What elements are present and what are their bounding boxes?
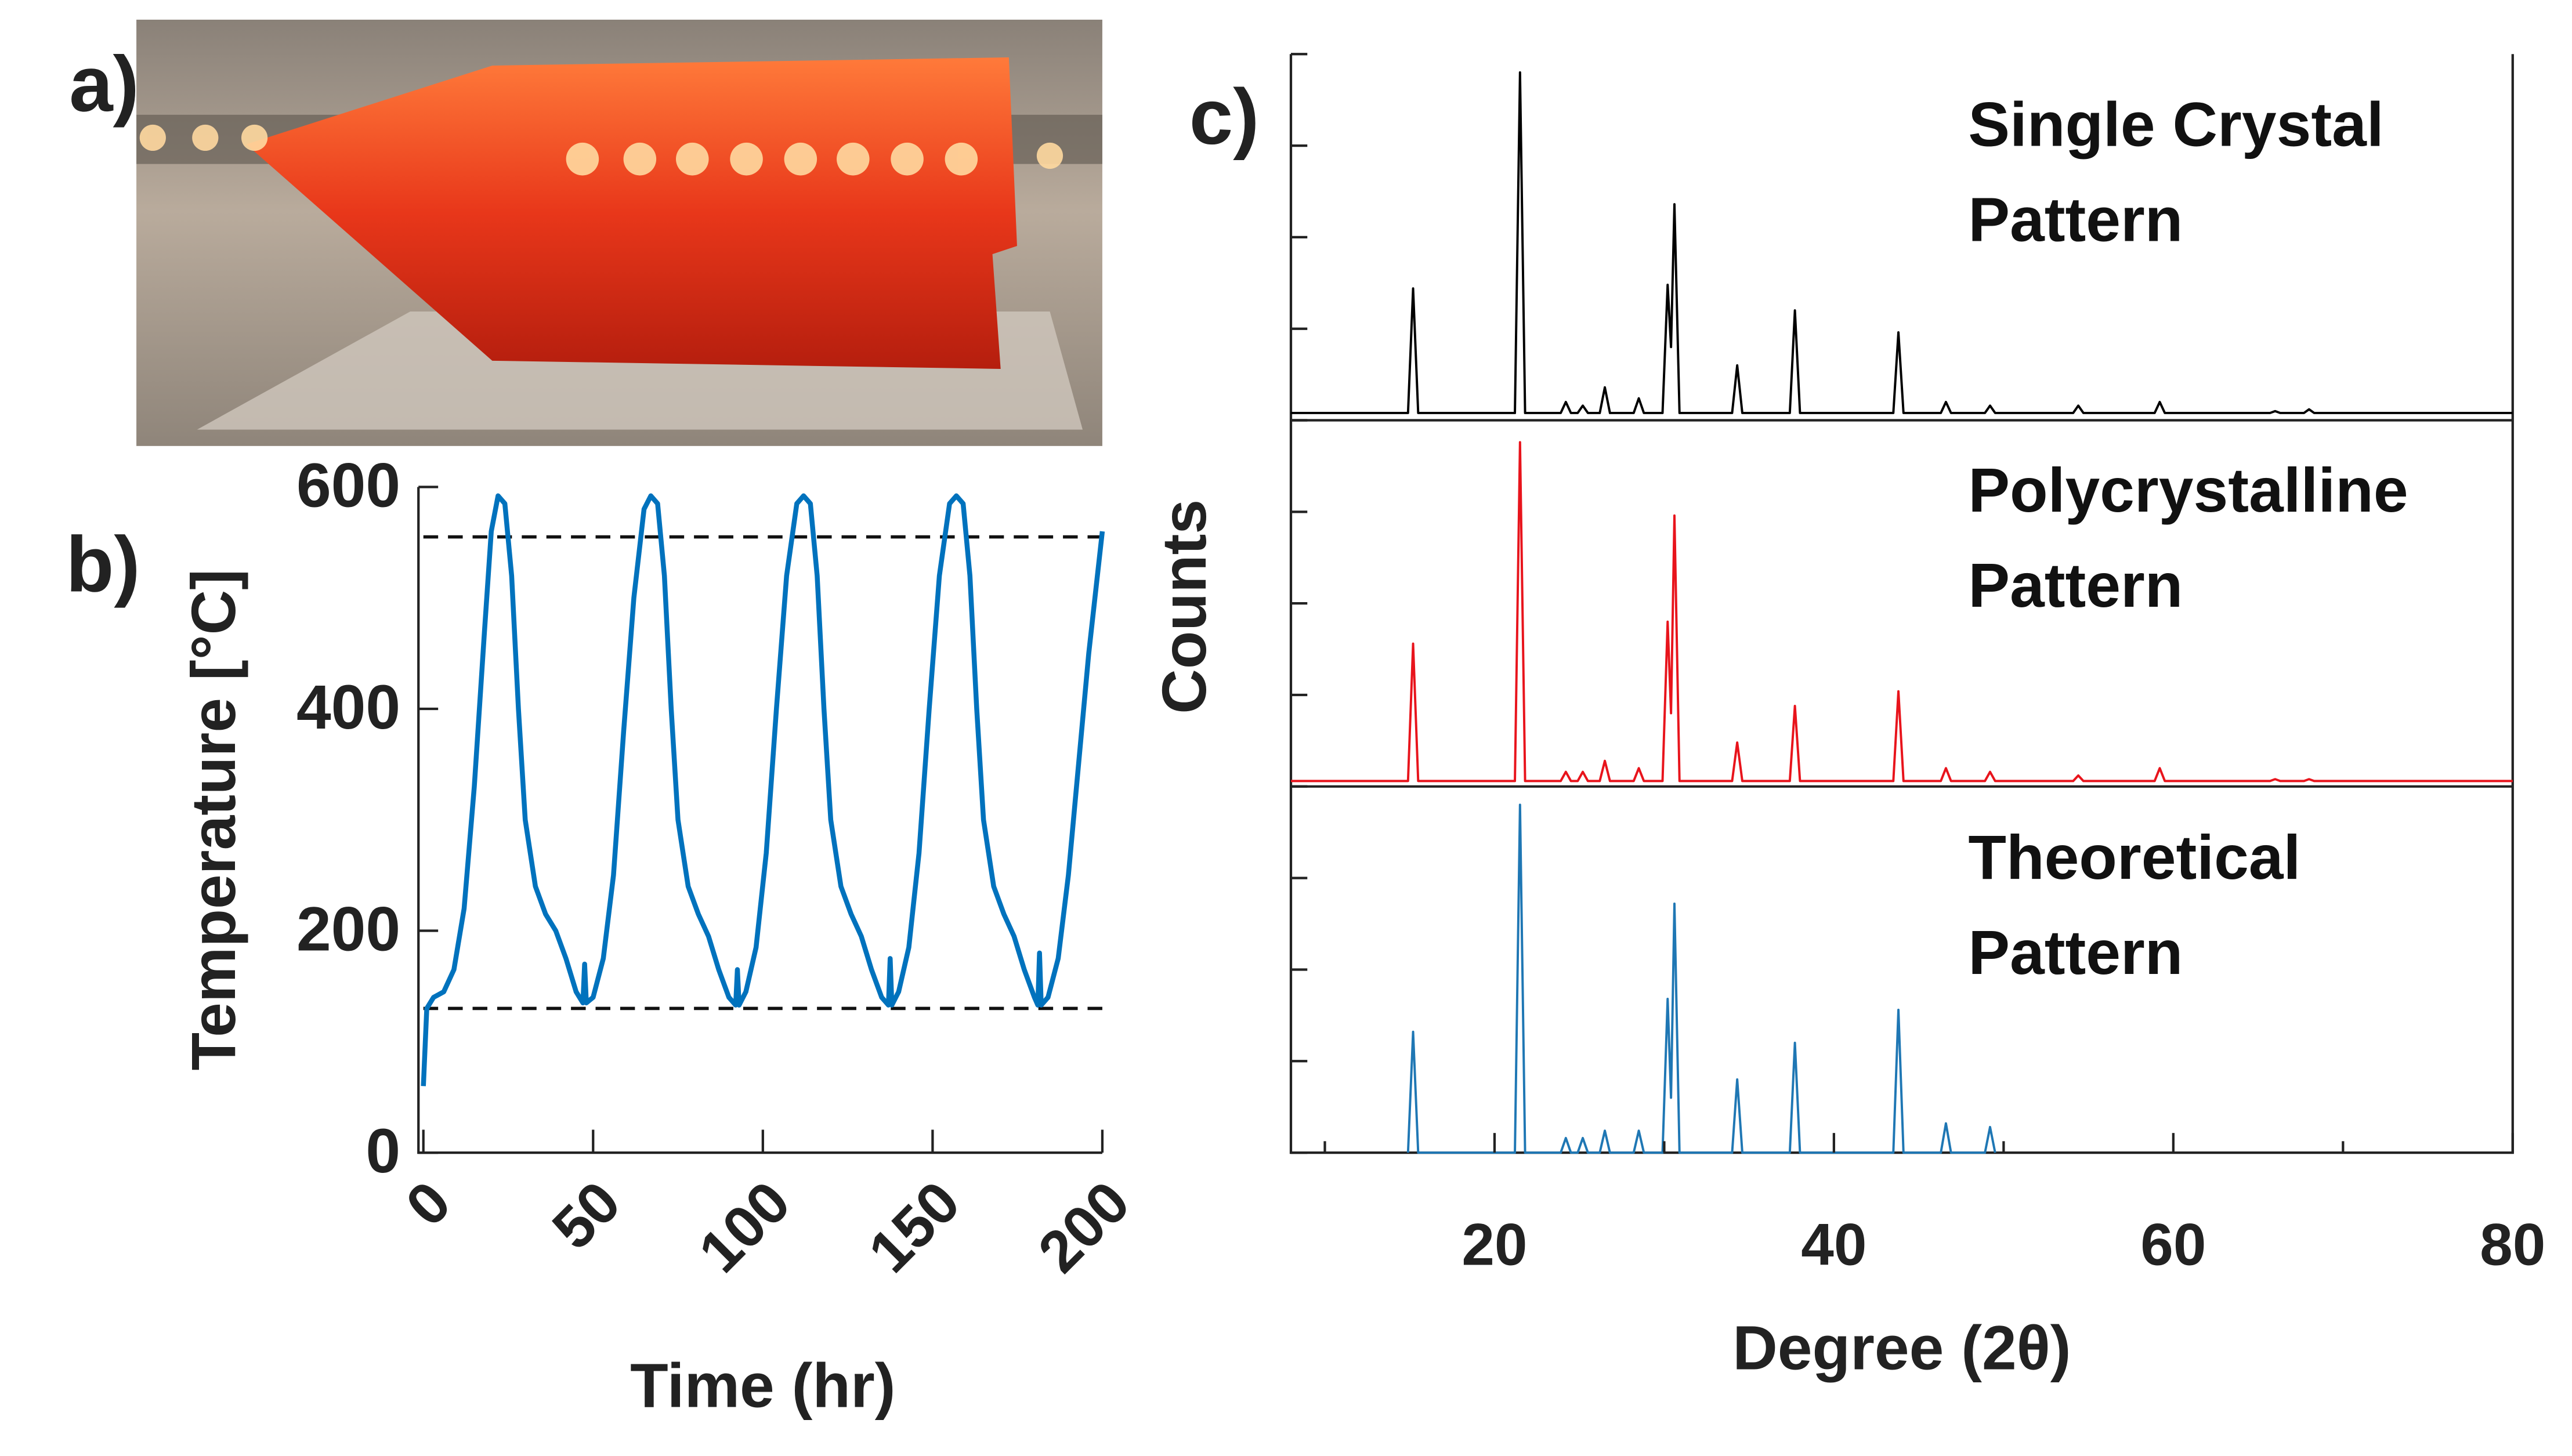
x-tick-label: 0 xyxy=(393,1169,464,1239)
data-line xyxy=(1290,441,2513,783)
series-label-box: Single Crystal Pattern xyxy=(1968,92,2384,256)
panel-label: a) xyxy=(69,39,139,128)
data-line xyxy=(1406,803,1996,1154)
y-tick-label: 200 xyxy=(296,894,400,964)
series-label-box: Polycrystalline Pattern xyxy=(1968,458,2408,622)
y-tick-label: 600 xyxy=(296,451,400,520)
x-tick-label: 80 xyxy=(2480,1212,2545,1278)
x-axis-label: Degree (2θ) xyxy=(1732,1313,2071,1382)
series-label: Single Crystal Pattern xyxy=(1968,92,2384,256)
series-label-box: Theoretical Pattern xyxy=(1968,824,2301,988)
x-tick-label: 50 xyxy=(540,1169,633,1262)
panel-label: b) xyxy=(66,520,140,608)
x-tick-label: 20 xyxy=(1462,1212,1527,1278)
y-axis-label: Temperature [°C] xyxy=(179,569,248,1070)
photo xyxy=(136,19,1102,446)
x-tick-label: 150 xyxy=(856,1169,972,1285)
x-axis-label: Time (hr) xyxy=(630,1350,895,1420)
x-tick-label: 60 xyxy=(2140,1212,2206,1278)
x-tick-label: 200 xyxy=(1026,1169,1142,1285)
y-axis-label: Counts xyxy=(1149,499,1219,714)
panel-label: c) xyxy=(1189,73,1260,161)
series-label: Polycrystalline Pattern xyxy=(1968,458,2408,622)
data-line xyxy=(1290,71,2513,414)
y-tick-label: 0 xyxy=(366,1116,400,1186)
x-tick-label: 40 xyxy=(1801,1212,1866,1278)
x-tick-label: 100 xyxy=(686,1169,803,1285)
axis-line xyxy=(417,487,1102,1154)
y-tick-label: 400 xyxy=(296,672,400,742)
data-line xyxy=(421,493,1105,1086)
series-label: Theoretical Pattern xyxy=(1968,824,2301,988)
